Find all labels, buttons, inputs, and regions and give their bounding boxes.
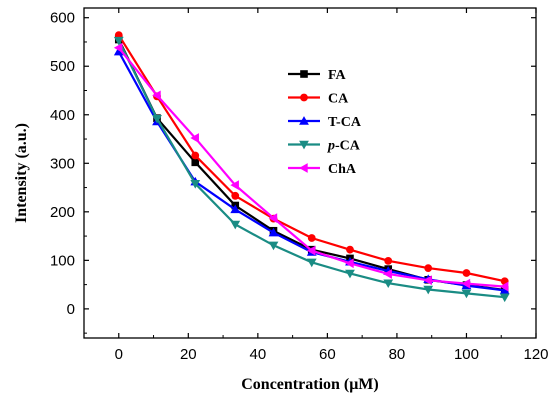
- legend-swatch-marker: [300, 93, 308, 102]
- data-point-cha: [230, 180, 239, 191]
- data-point-ca: [384, 256, 393, 265]
- x-tick-label: 80: [389, 346, 406, 363]
- legend-label: p-CA: [327, 139, 361, 154]
- legend-item-p-ca: p-CA: [288, 139, 361, 154]
- data-point-t-ca: [268, 227, 279, 237]
- axis-ticks: [83, 8, 537, 338]
- legend-swatch-marker: [299, 116, 309, 125]
- legend-label-text: T-CA: [328, 115, 362, 130]
- data-point-p-ca: [383, 279, 394, 289]
- legend-swatch-marker: [299, 140, 309, 150]
- data-point-ca: [424, 264, 433, 273]
- x-tick-label: 0: [115, 346, 123, 363]
- data-point-fa: [191, 158, 200, 167]
- y-tick-label: 300: [50, 155, 75, 172]
- x-tick-label: 60: [319, 346, 336, 363]
- legend-label: ChA: [328, 162, 357, 177]
- legend-swatch-marker: [299, 163, 308, 173]
- data-point-cha: [383, 269, 392, 279]
- data-point-p-ca: [190, 179, 201, 189]
- data-point-p-ca: [345, 269, 355, 279]
- legend-label-text: ChA: [328, 162, 357, 177]
- data-point-ca: [231, 191, 240, 200]
- data-point-cha: [461, 278, 471, 289]
- series-cha: [113, 42, 509, 292]
- data-point-p-ca: [306, 258, 317, 268]
- y-tick-label: 500: [50, 58, 75, 75]
- y-tick-label: 100: [50, 252, 75, 269]
- data-point-ca: [346, 245, 354, 254]
- data-point-p-ca: [423, 285, 434, 295]
- data-point-p-ca: [113, 36, 124, 46]
- y-tick-label: 400: [50, 107, 75, 124]
- data-point-ca: [307, 234, 316, 242]
- data-point-cha: [152, 90, 161, 101]
- legend-label-text: -CA: [335, 139, 361, 154]
- legend-label-text: FA: [328, 68, 347, 83]
- data-point-ca: [191, 151, 200, 160]
- data-point-t-ca: [113, 46, 124, 56]
- data-point-cha: [268, 213, 278, 224]
- data-point-p-ca: [230, 220, 241, 230]
- x-axis-title: Concentration (μM): [241, 376, 378, 393]
- y-tick-label: 200: [50, 204, 75, 221]
- data-point-cha: [306, 245, 316, 256]
- series-layer: [113, 31, 510, 303]
- data-point-cha: [345, 258, 354, 269]
- legend-item-t-ca: T-CA: [288, 115, 362, 130]
- data-point-cha: [113, 42, 123, 53]
- data-point-ca: [462, 269, 471, 277]
- series-p-ca: [113, 36, 510, 303]
- data-point-t-ca: [230, 204, 241, 214]
- legend-label-text: CA: [328, 92, 349, 107]
- series-line-ca: [117, 34, 505, 283]
- data-point-cha: [190, 133, 199, 143]
- y-tick-label: 600: [50, 10, 75, 27]
- legend-swatch-marker: [300, 70, 308, 78]
- y-tick-label: 0: [67, 301, 75, 318]
- legend-label-italic: p: [327, 139, 335, 154]
- data-point-p-ca: [268, 241, 279, 251]
- data-point-t-ca: [499, 285, 510, 295]
- x-tick-label: 120: [523, 346, 548, 363]
- y-axis-title: Intensity (a.u.): [13, 123, 30, 223]
- tick-labels: 0 20 40 60 80 100 120 0 100 200 300 400 500 600: [50, 10, 549, 363]
- data-point-p-ca: [461, 289, 472, 299]
- x-tick-label: 100: [454, 346, 479, 363]
- plot-frame: [83, 7, 537, 339]
- legend-item-cha: ChA: [288, 162, 357, 177]
- x-tick-label: 20: [180, 346, 197, 363]
- legend: FA CA T-CA p-CA ChA: [288, 68, 362, 177]
- x-tick-label: 40: [250, 346, 267, 363]
- data-point-p-ca: [152, 114, 162, 124]
- legend-item-fa: FA: [288, 68, 347, 83]
- data-point-cha: [499, 281, 509, 292]
- legend-item-ca: CA: [288, 92, 349, 107]
- series-t-ca: [113, 46, 510, 295]
- legend-label: FA: [328, 68, 347, 83]
- data-point-cha: [423, 275, 432, 286]
- data-point-p-ca: [499, 293, 510, 303]
- legend-label: T-CA: [328, 115, 362, 130]
- legend-label: CA: [328, 92, 349, 107]
